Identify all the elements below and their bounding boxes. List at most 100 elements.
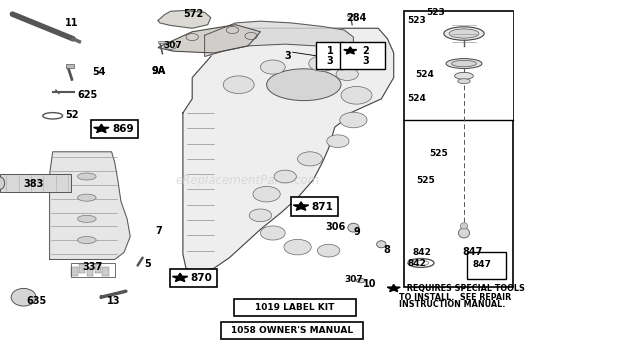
Text: 523: 523 <box>427 8 445 17</box>
Circle shape <box>249 209 272 222</box>
Text: 8: 8 <box>383 245 390 255</box>
Bar <box>79 264 86 273</box>
Text: 54: 54 <box>92 67 105 77</box>
Bar <box>0 174 71 192</box>
Polygon shape <box>293 202 309 210</box>
Text: 842: 842 <box>412 248 431 257</box>
Ellipse shape <box>451 60 476 67</box>
Text: 847: 847 <box>472 260 491 269</box>
Text: 524: 524 <box>415 70 434 79</box>
Polygon shape <box>172 273 188 282</box>
Polygon shape <box>158 11 211 28</box>
Polygon shape <box>344 47 356 54</box>
Text: 3: 3 <box>363 56 369 66</box>
Text: 3: 3 <box>284 51 291 61</box>
Bar <box>340 42 385 69</box>
Bar <box>66 64 74 68</box>
Polygon shape <box>388 285 400 292</box>
Text: 9A: 9A <box>152 66 166 76</box>
Text: eReplacementParts.com: eReplacementParts.com <box>176 174 320 186</box>
Text: 870: 870 <box>191 273 213 283</box>
Circle shape <box>309 56 336 71</box>
Circle shape <box>327 135 349 148</box>
Text: 635: 635 <box>26 296 46 306</box>
Ellipse shape <box>348 223 359 232</box>
Polygon shape <box>183 28 394 272</box>
Circle shape <box>223 76 254 94</box>
Bar <box>87 267 93 276</box>
Bar <box>291 197 338 216</box>
Bar <box>221 322 363 339</box>
Circle shape <box>298 152 322 166</box>
Ellipse shape <box>458 228 469 238</box>
Ellipse shape <box>454 72 473 79</box>
Ellipse shape <box>446 59 482 68</box>
Circle shape <box>317 244 340 257</box>
Text: 337: 337 <box>82 262 103 271</box>
Bar <box>92 120 138 138</box>
Text: 10: 10 <box>363 279 376 289</box>
Circle shape <box>284 239 311 255</box>
Ellipse shape <box>356 279 365 283</box>
Circle shape <box>341 86 372 104</box>
Ellipse shape <box>78 215 96 222</box>
Bar <box>467 252 506 279</box>
Circle shape <box>340 112 367 128</box>
Text: 1019 LABEL KIT: 1019 LABEL KIT <box>255 303 335 312</box>
Text: 52: 52 <box>65 110 79 120</box>
Ellipse shape <box>458 79 470 84</box>
Text: 13: 13 <box>107 296 120 306</box>
Circle shape <box>260 60 285 74</box>
Bar <box>316 42 343 69</box>
Bar <box>102 267 108 276</box>
Text: 625: 625 <box>78 90 98 100</box>
Text: 1058 OWNER'S MANUAL: 1058 OWNER'S MANUAL <box>231 326 353 335</box>
Bar <box>170 269 217 287</box>
Circle shape <box>260 226 285 240</box>
Text: 307: 307 <box>163 41 182 50</box>
Text: 9: 9 <box>353 227 360 237</box>
Polygon shape <box>50 152 130 259</box>
Ellipse shape <box>444 27 484 40</box>
Ellipse shape <box>449 29 479 38</box>
Ellipse shape <box>377 241 386 248</box>
Ellipse shape <box>78 173 96 180</box>
Ellipse shape <box>11 288 36 306</box>
Text: 307: 307 <box>345 275 363 284</box>
Text: 7: 7 <box>155 226 162 236</box>
Text: 524: 524 <box>407 94 426 103</box>
Text: INSTRUCTION MANUAL.: INSTRUCTION MANUAL. <box>399 300 505 310</box>
Text: 525: 525 <box>429 149 448 158</box>
Text: TO INSTALL.  SEE REPAIR: TO INSTALL. SEE REPAIR <box>399 293 511 302</box>
Text: 847: 847 <box>462 247 482 257</box>
Text: 871: 871 <box>312 202 334 211</box>
Text: REQUIRES SPECIAL TOOLS: REQUIRES SPECIAL TOOLS <box>404 284 525 293</box>
Text: 383: 383 <box>24 179 44 189</box>
Ellipse shape <box>460 223 467 229</box>
Text: 5: 5 <box>144 259 151 269</box>
Text: 842: 842 <box>407 259 426 268</box>
Bar <box>404 11 513 287</box>
Circle shape <box>253 186 280 202</box>
Ellipse shape <box>78 237 96 244</box>
Polygon shape <box>158 25 260 53</box>
Circle shape <box>336 68 358 80</box>
Text: 1: 1 <box>327 46 333 56</box>
Circle shape <box>274 170 296 183</box>
Ellipse shape <box>347 14 355 17</box>
Text: 869: 869 <box>112 124 133 134</box>
Bar <box>158 41 164 43</box>
Bar <box>71 263 115 277</box>
Bar <box>71 267 78 276</box>
Ellipse shape <box>0 177 4 189</box>
Text: 11: 11 <box>65 18 79 28</box>
Ellipse shape <box>267 69 341 101</box>
Text: 3: 3 <box>327 56 333 66</box>
Text: 572: 572 <box>183 9 203 19</box>
Polygon shape <box>205 21 353 56</box>
Ellipse shape <box>78 194 96 201</box>
Bar <box>95 264 101 273</box>
Bar <box>234 299 356 316</box>
Text: 525: 525 <box>416 175 435 185</box>
Text: 2: 2 <box>363 46 369 56</box>
